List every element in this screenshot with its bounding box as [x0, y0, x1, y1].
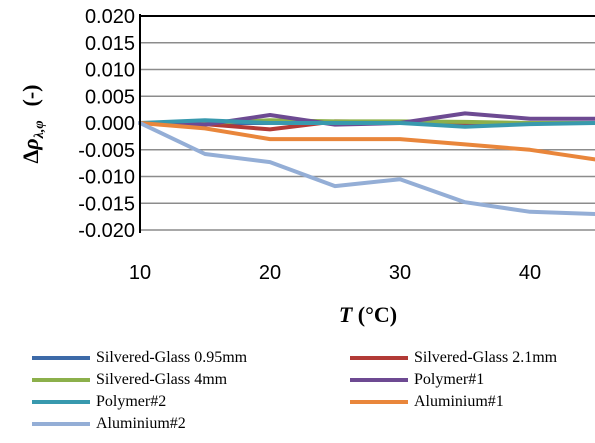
legend-label: Silvered-Glass 0.95mm: [96, 348, 248, 366]
legend-item: Aluminium#2: [32, 414, 350, 433]
y-tick-label: 0.015: [85, 33, 135, 55]
legend-swatch: [32, 421, 90, 426]
y-tick-label: -0.005: [78, 140, 135, 162]
x-tick-label: 30: [389, 262, 411, 284]
legend-label: Silvered-Glass 4mm: [96, 370, 228, 388]
legend-item: Silvered-Glass 2.1mm: [350, 348, 590, 367]
x-tick-label: 10: [129, 262, 151, 284]
legend-swatch: [350, 377, 408, 382]
x-tick-labels: 10 20 30 40: [129, 262, 541, 284]
legend-swatch: [32, 355, 90, 360]
y-tick-label: -0.020: [78, 220, 135, 242]
legend-item: Silvered-Glass 0.95mm: [32, 348, 350, 367]
y-tick-labels: 0.020 0.015 0.010 0.005 0.000 -0.005 -0.010 -0.…: [78, 6, 135, 242]
legend-swatch: [32, 377, 90, 382]
y-tick-label: 0.000: [85, 113, 135, 135]
legend-label: Aluminium#2: [96, 414, 186, 432]
legend-item: Aluminium#1: [350, 392, 590, 411]
series-line-6: [138, 121, 595, 162]
x-tick-label: 40: [519, 262, 541, 284]
legend-label: Polymer#1: [414, 370, 485, 388]
legend-swatch: [32, 399, 90, 404]
plot-frame: [139, 14, 595, 233]
y-tick-label: 0.020: [85, 6, 135, 28]
y-axis-title: Δρλ,φ(-): [18, 84, 47, 163]
y-tick-label: 0.010: [85, 60, 135, 82]
legend-item: Polymer#2: [32, 392, 350, 411]
legend-swatch: [350, 399, 408, 404]
x-axis-title: T (°C): [339, 302, 397, 327]
y-tick-label: -0.015: [78, 193, 135, 215]
legend-item: Silvered-Glass 4mm: [32, 370, 350, 389]
legend-swatch: [350, 355, 408, 360]
legend: Silvered-Glass 0.95mm Silvered-Glass 2.1m…: [32, 348, 592, 433]
series-line-7: [138, 121, 595, 216]
y-tick-label: -0.010: [78, 167, 135, 189]
x-tick-label: 20: [259, 262, 281, 284]
series-line-5: [138, 118, 595, 129]
legend-label: Aluminium#1: [414, 392, 504, 410]
series-lines: [138, 111, 595, 216]
line-chart: 0.020 0.015 0.010 0.005 0.000 -0.005 -0.010 -0.…: [18, 6, 595, 327]
legend-label: Silvered-Glass 2.1mm: [414, 348, 558, 366]
legend-item: Polymer#1: [350, 370, 590, 389]
y-tick-label: 0.005: [85, 86, 135, 108]
legend-label: Polymer#2: [96, 392, 167, 410]
